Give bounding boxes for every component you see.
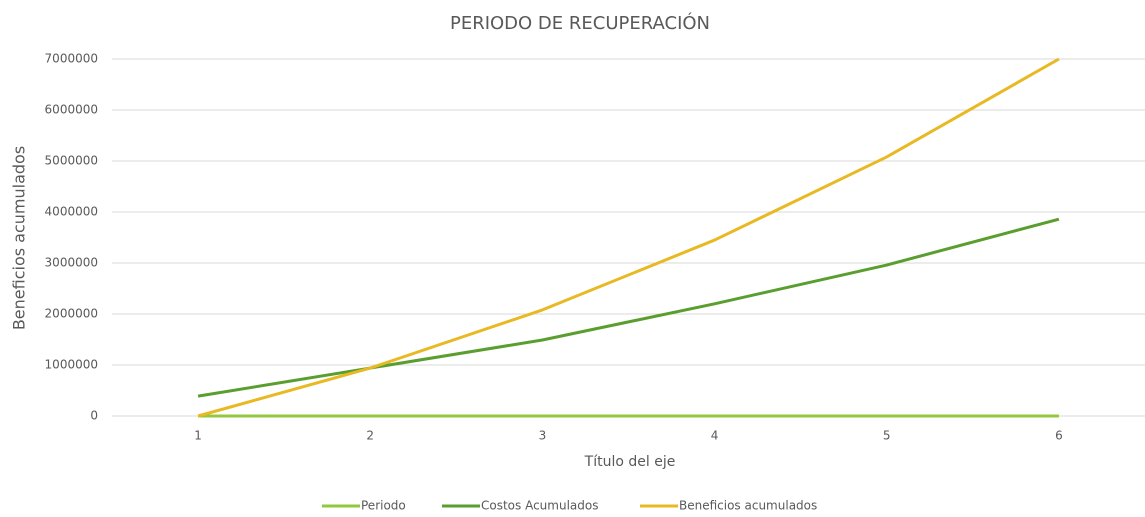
y-tick-label: 7000000: [45, 52, 98, 66]
x-axis-title: Título del eje: [584, 454, 676, 470]
y-tick-label: 0: [90, 409, 98, 423]
x-tick-label: 4: [711, 429, 719, 443]
x-tick-label: 6: [1055, 429, 1063, 443]
legend-label: Beneficios acumulados: [679, 499, 817, 513]
y-tick-label: 5000000: [45, 154, 98, 168]
legend-label: Periodo: [361, 499, 406, 513]
x-tick-label: 3: [539, 429, 547, 443]
x-tick-label: 1: [194, 429, 202, 443]
y-tick-label: 2000000: [45, 307, 98, 321]
y-axis-title: Beneficios acumulados: [10, 146, 29, 330]
x-tick-label: 5: [883, 429, 891, 443]
x-tick-label: 2: [366, 429, 374, 443]
chart-title: PERIODO DE RECUPERACIÓN: [450, 12, 710, 34]
series-line: [197, 57, 1060, 418]
y-tick-label: 6000000: [45, 103, 98, 117]
series-line: [197, 217, 1060, 398]
y-tick-label: 3000000: [45, 256, 98, 270]
y-tick-label: 1000000: [45, 358, 98, 372]
legend-label: Costos Acumulados: [481, 499, 598, 513]
y-tick-label: 4000000: [45, 205, 98, 219]
